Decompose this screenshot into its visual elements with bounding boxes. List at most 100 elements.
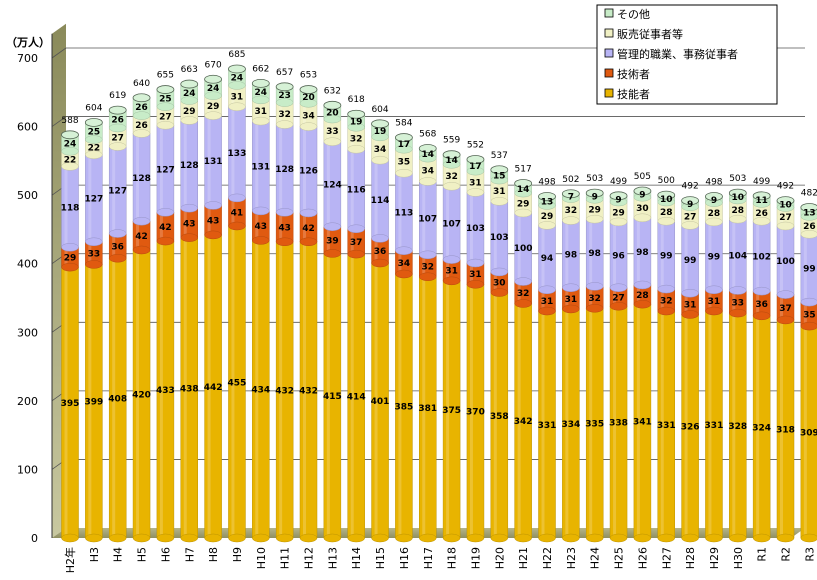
bar-segment-edge <box>108 123 127 133</box>
bar-segment-edge <box>562 216 580 225</box>
segment-value-label: 31 <box>255 107 268 117</box>
segment-value-label: 342 <box>514 417 533 427</box>
x-tick-label: H11 <box>279 547 292 569</box>
segment-value-label: 31 <box>541 297 554 307</box>
bar-segment-edge <box>252 236 270 245</box>
bar-segment-edge <box>562 533 580 543</box>
total-value-label: 498 <box>705 178 722 188</box>
segment-value-label: 432 <box>299 386 318 396</box>
bar-highlight <box>183 208 187 238</box>
segment-value-label: 17 <box>398 140 411 150</box>
bar-highlight <box>159 241 163 538</box>
bar-segment-edge <box>180 116 198 125</box>
bar-segment-edge <box>442 255 461 264</box>
total-value-label: 552 <box>467 140 484 150</box>
y-tick-label: 400 <box>17 258 38 271</box>
segment-value-label: 438 <box>180 384 199 394</box>
bar-highlight <box>660 289 664 312</box>
bar-highlight <box>136 115 140 134</box>
bar-highlight <box>541 311 545 538</box>
segment-value-label: 34 <box>374 145 387 155</box>
bar-top-cap <box>538 192 556 201</box>
bar-highlight <box>326 141 330 227</box>
segment-value-label: 14 <box>517 185 530 195</box>
bar-highlight <box>374 238 378 264</box>
bar-highlight <box>326 105 330 120</box>
bar-highlight <box>684 314 688 538</box>
segment-value-label: 19 <box>350 117 363 127</box>
bar-segment-edge <box>681 221 699 230</box>
segment-value-label: 20 <box>302 93 315 103</box>
bar-highlight <box>469 263 473 285</box>
segment-value-label: 26 <box>111 116 124 126</box>
segment-value-label: 358 <box>490 412 509 422</box>
bar-group <box>538 192 556 543</box>
bar-highlight <box>469 159 473 172</box>
bar-segment-edge <box>132 533 151 543</box>
bar-top-cap <box>752 191 771 201</box>
total-value-label: 653 <box>300 71 317 81</box>
bar-segment-edge <box>252 95 270 105</box>
bar-highlight <box>708 221 712 290</box>
bar-highlight <box>803 207 807 217</box>
bar-top-cap <box>442 150 461 160</box>
bar-segment-edge <box>299 533 318 543</box>
bar-segment-edge <box>61 147 79 156</box>
segment-value-label: 331 <box>705 421 724 431</box>
bar-segment-edge <box>609 301 628 311</box>
bar-segment-edge <box>538 306 556 316</box>
segment-value-label: 13 <box>541 197 554 207</box>
y-tick-label: 0 <box>31 532 38 545</box>
legend-label: 管理的職業、事務従事者 <box>617 47 738 61</box>
bar-segment-edge <box>156 533 175 543</box>
bar-segment-edge <box>538 201 556 210</box>
total-value-label: 670 <box>205 60 222 70</box>
bar-group <box>228 64 246 543</box>
bar-highlight <box>279 102 283 125</box>
y-tick-label: 500 <box>17 189 38 202</box>
segment-value-label: 24 <box>207 84 220 94</box>
segment-value-label: 32 <box>565 206 578 216</box>
segment-value-label: 127 <box>108 187 127 197</box>
x-tick-label: H26 <box>636 547 649 569</box>
bar-segment-edge <box>204 91 222 100</box>
bar-group <box>442 150 461 543</box>
bar-group <box>514 179 533 543</box>
total-value-label: 492 <box>777 182 794 192</box>
bar-highlight <box>159 89 163 107</box>
segment-value-label: 32 <box>445 172 458 182</box>
bar-highlight <box>517 303 521 538</box>
bar-group <box>323 100 342 543</box>
bar-highlight <box>803 326 807 538</box>
segment-value-label: 37 <box>350 238 363 248</box>
bar-segment-edge <box>752 286 771 296</box>
segment-value-label: 24 <box>255 88 268 98</box>
bar-highlight <box>756 203 760 222</box>
segment-value-label: 25 <box>159 95 172 105</box>
bar-highlight <box>803 234 807 303</box>
bar-highlight <box>589 199 593 220</box>
segment-value-label: 415 <box>323 392 342 402</box>
bar-group <box>156 85 175 543</box>
bar-highlight <box>231 226 235 538</box>
bar-group <box>61 130 79 543</box>
segment-value-label: 28 <box>636 291 649 301</box>
segment-value-label: 27 <box>612 293 625 303</box>
bar-highlight <box>803 216 807 235</box>
bar-highlight <box>636 284 640 305</box>
bar-highlight <box>231 85 235 107</box>
bar-group <box>681 196 699 543</box>
segment-value-label: 113 <box>395 208 414 218</box>
segment-value-label: 128 <box>132 174 151 184</box>
segment-value-label: 98 <box>565 251 578 261</box>
x-tick-label: H3 <box>88 547 101 562</box>
bar-top-cap <box>657 190 676 200</box>
bar-segment-edge <box>252 116 270 126</box>
bar-segment-edge <box>204 111 222 120</box>
segment-value-label: 30 <box>493 279 506 289</box>
bar-highlight <box>732 313 736 538</box>
bar-highlight <box>660 221 664 290</box>
bar-segment-edge <box>681 533 699 543</box>
bar-highlight <box>493 169 497 181</box>
bar-segment-edge <box>514 533 532 543</box>
